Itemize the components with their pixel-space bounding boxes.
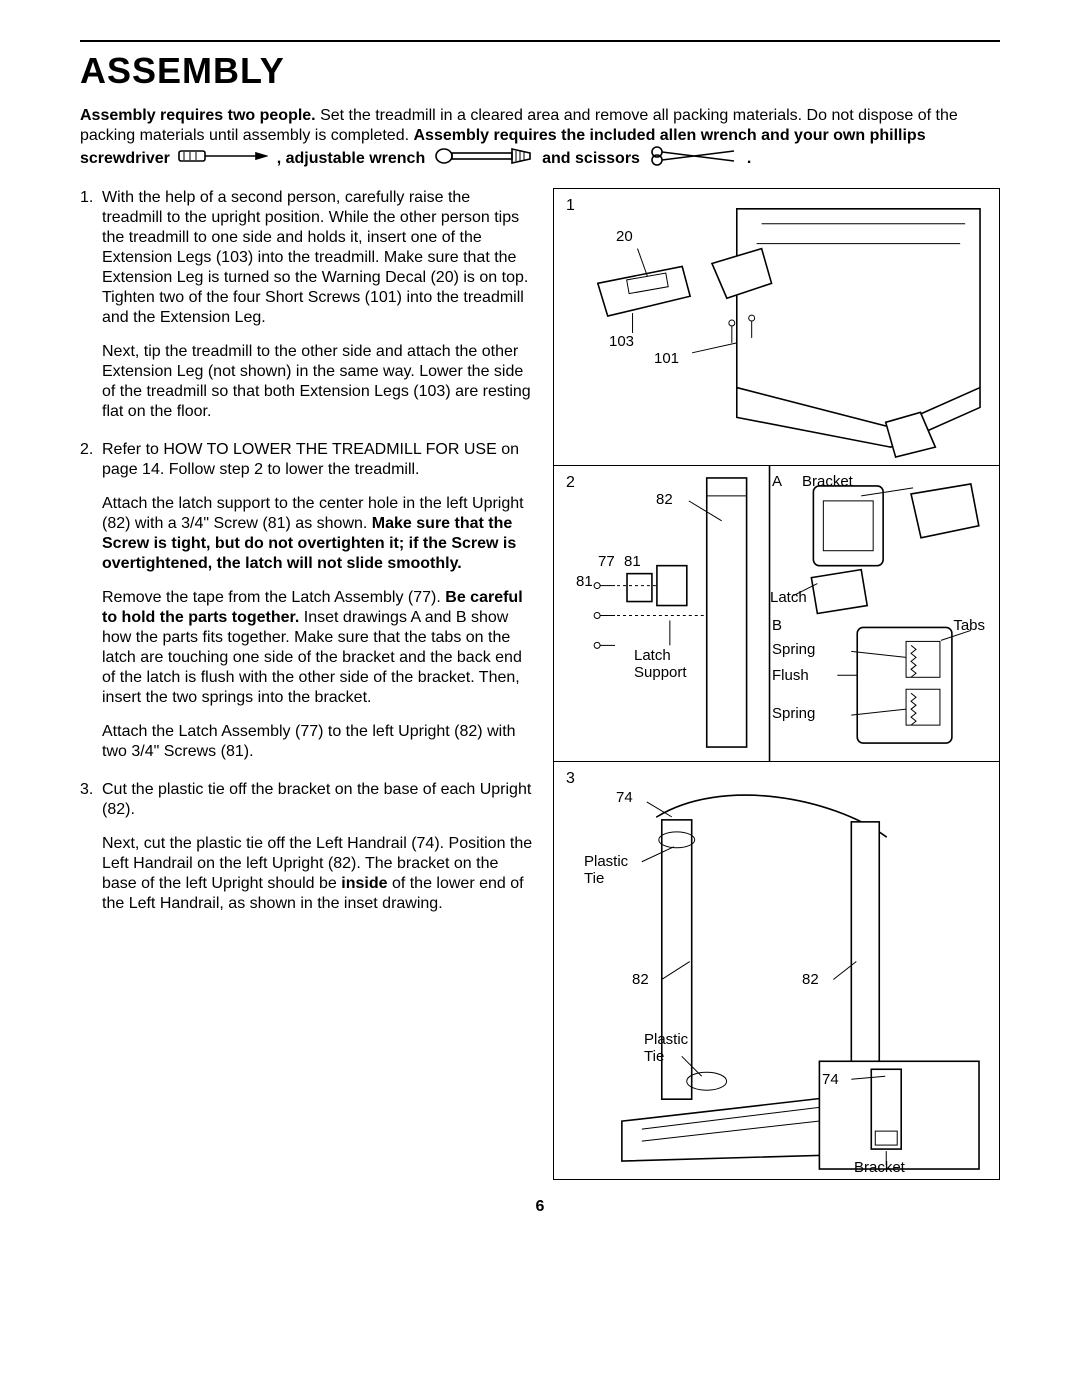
figure-3: 3 74 Plastic Tie 82 82 Plastic Tie 74 Br… bbox=[553, 762, 1000, 1180]
fig2-label-flush: Flush bbox=[772, 668, 809, 685]
fig2-label-latch-support: Latch Support bbox=[634, 648, 687, 681]
fig2-label-tabs: Tabs bbox=[953, 618, 985, 635]
page-number: 6 bbox=[80, 1198, 1000, 1216]
fig2-label-spring2: Spring bbox=[772, 706, 815, 723]
fig2-label-bracket: Bracket bbox=[802, 474, 853, 491]
fig3-label-82b: 82 bbox=[802, 972, 819, 989]
fig3-label-82a: 82 bbox=[632, 972, 649, 989]
intro-tail: . bbox=[747, 150, 751, 167]
step-1: With the help of a second person, carefu… bbox=[80, 188, 535, 422]
figure-2: 2 82 77 81 81 Latch Support A Bracket La… bbox=[553, 466, 1000, 762]
intro-paragraph: Assembly requires two people. Set the tr… bbox=[80, 106, 1000, 172]
figure-1: 1 20 103 101 bbox=[553, 188, 1000, 466]
step1-p2: Next, tip the treadmill to the other sid… bbox=[102, 342, 535, 422]
fig1-label-20: 20 bbox=[616, 229, 633, 246]
scissors-icon bbox=[648, 146, 738, 172]
step-2: Refer to HOW TO LOWER THE TREADMILL FOR … bbox=[80, 440, 535, 762]
fig3-label-74b: 74 bbox=[822, 1072, 839, 1089]
step-3: Cut the plastic tie off the bracket on t… bbox=[80, 780, 535, 914]
fig2-number: 2 bbox=[566, 474, 575, 492]
step3-p1: Cut the plastic tie off the bracket on t… bbox=[102, 780, 535, 820]
step2-p3: Remove the tape from the Latch Assembly … bbox=[102, 588, 535, 708]
step1-p1: With the help of a second person, carefu… bbox=[102, 188, 535, 328]
fig2-label-81b: 81 bbox=[576, 574, 593, 591]
intro-sep1: , adjustable wrench bbox=[277, 150, 430, 167]
step2-p4: Attach the Latch Assembly (77) to the le… bbox=[102, 722, 535, 762]
fig3-number: 3 bbox=[566, 770, 575, 788]
top-rule bbox=[80, 40, 1000, 42]
assembly-page: ASSEMBLY Assembly requires two people. S… bbox=[0, 0, 1080, 1246]
step3-p2: Next, cut the plastic tie off the Left H… bbox=[102, 834, 535, 914]
fig2-label-latch: Latch bbox=[770, 590, 807, 607]
step2-p1: Refer to HOW TO LOWER THE TREADMILL FOR … bbox=[102, 440, 535, 480]
step2-p3a: Remove the tape from the Latch Assembly … bbox=[102, 589, 445, 606]
fig2-label-A: A bbox=[772, 474, 782, 491]
fig2-label-77: 77 bbox=[598, 554, 615, 571]
fig2-label-81a: 81 bbox=[624, 554, 641, 571]
fig1-label-103: 103 bbox=[609, 334, 634, 351]
intro-bold-lead: Assembly requires two people. bbox=[80, 107, 316, 124]
step2-p2: Attach the latch support to the center h… bbox=[102, 494, 535, 574]
fig3-label-plastic-tie1: Plastic Tie bbox=[584, 854, 628, 887]
page-title: ASSEMBLY bbox=[80, 50, 1000, 92]
instructions-column: With the help of a second person, carefu… bbox=[80, 188, 535, 1180]
step3-p2-bold: inside bbox=[341, 875, 387, 892]
fig1-number: 1 bbox=[566, 197, 575, 215]
fig2-label-spring1: Spring bbox=[772, 642, 815, 659]
two-column-layout: With the help of a second person, carefu… bbox=[80, 188, 1000, 1180]
fig3-label-bracket: Bracket bbox=[854, 1160, 905, 1177]
fig2-label-B: B bbox=[772, 618, 782, 635]
figures-column: 1 20 103 101 bbox=[553, 188, 1000, 1180]
screwdriver-icon bbox=[178, 148, 268, 170]
intro-sep2: and scissors bbox=[542, 150, 644, 167]
fig2-label-82: 82 bbox=[656, 492, 673, 509]
fig1-label-101: 101 bbox=[654, 351, 679, 368]
fig3-label-74a: 74 bbox=[616, 790, 633, 807]
fig3-label-plastic-tie2: Plastic Tie bbox=[644, 1032, 688, 1065]
wrench-icon bbox=[434, 147, 534, 171]
